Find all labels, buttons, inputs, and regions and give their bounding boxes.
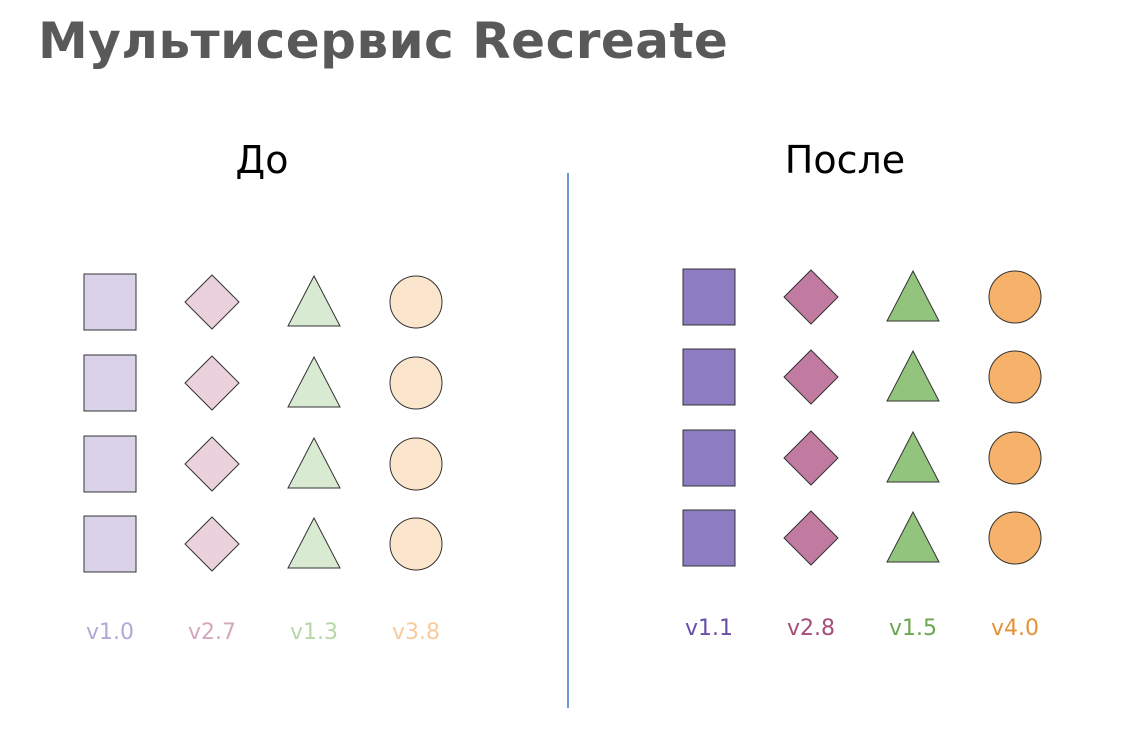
diamond-before-3 [184, 436, 240, 492]
triangle-before-1 [287, 274, 341, 327]
square-after-3 [682, 429, 736, 487]
circle-before-2 [389, 356, 443, 410]
triangle-before-4 [287, 516, 341, 569]
triangle-after-3 [886, 430, 940, 483]
circle-after-1 [988, 270, 1042, 324]
triangle-after-1 [886, 269, 940, 322]
square-before-1 [83, 273, 137, 331]
circle-after-3 [988, 431, 1042, 485]
panel-heading-after: После [784, 138, 906, 182]
slide-title: Мультисервис Recreate [38, 12, 729, 70]
diamond-before-1 [184, 274, 240, 330]
square-before-2 [83, 354, 137, 412]
triangle-after-4 [886, 510, 940, 563]
version-label-after-circle: v4.0 [990, 616, 1040, 641]
triangle-before-2 [287, 355, 341, 408]
diamond-before-4 [184, 516, 240, 572]
square-after-2 [682, 348, 736, 406]
circle-before-1 [389, 275, 443, 329]
square-after-1 [682, 268, 736, 326]
version-label-after-triangle: v1.5 [888, 616, 938, 641]
square-before-4 [83, 515, 137, 573]
version-label-before-circle: v3.8 [391, 620, 441, 645]
circle-after-2 [988, 350, 1042, 404]
diamond-after-4 [783, 510, 839, 566]
version-label-before-diamond: v2.7 [187, 620, 237, 645]
panel-divider [567, 173, 569, 708]
panel-heading-before: До [235, 138, 289, 182]
square-before-3 [83, 435, 137, 493]
version-label-after-diamond: v2.8 [786, 616, 836, 641]
diamond-after-3 [783, 430, 839, 486]
triangle-before-3 [287, 436, 341, 489]
circle-after-4 [988, 511, 1042, 565]
version-label-before-triangle: v1.3 [289, 620, 339, 645]
square-after-4 [682, 509, 736, 567]
version-label-before-square: v1.0 [85, 620, 135, 645]
circle-before-4 [389, 517, 443, 571]
diamond-after-1 [783, 269, 839, 325]
diamond-before-2 [184, 355, 240, 411]
triangle-after-2 [886, 349, 940, 402]
version-label-after-square: v1.1 [684, 616, 734, 641]
circle-before-3 [389, 437, 443, 491]
diamond-after-2 [783, 349, 839, 405]
